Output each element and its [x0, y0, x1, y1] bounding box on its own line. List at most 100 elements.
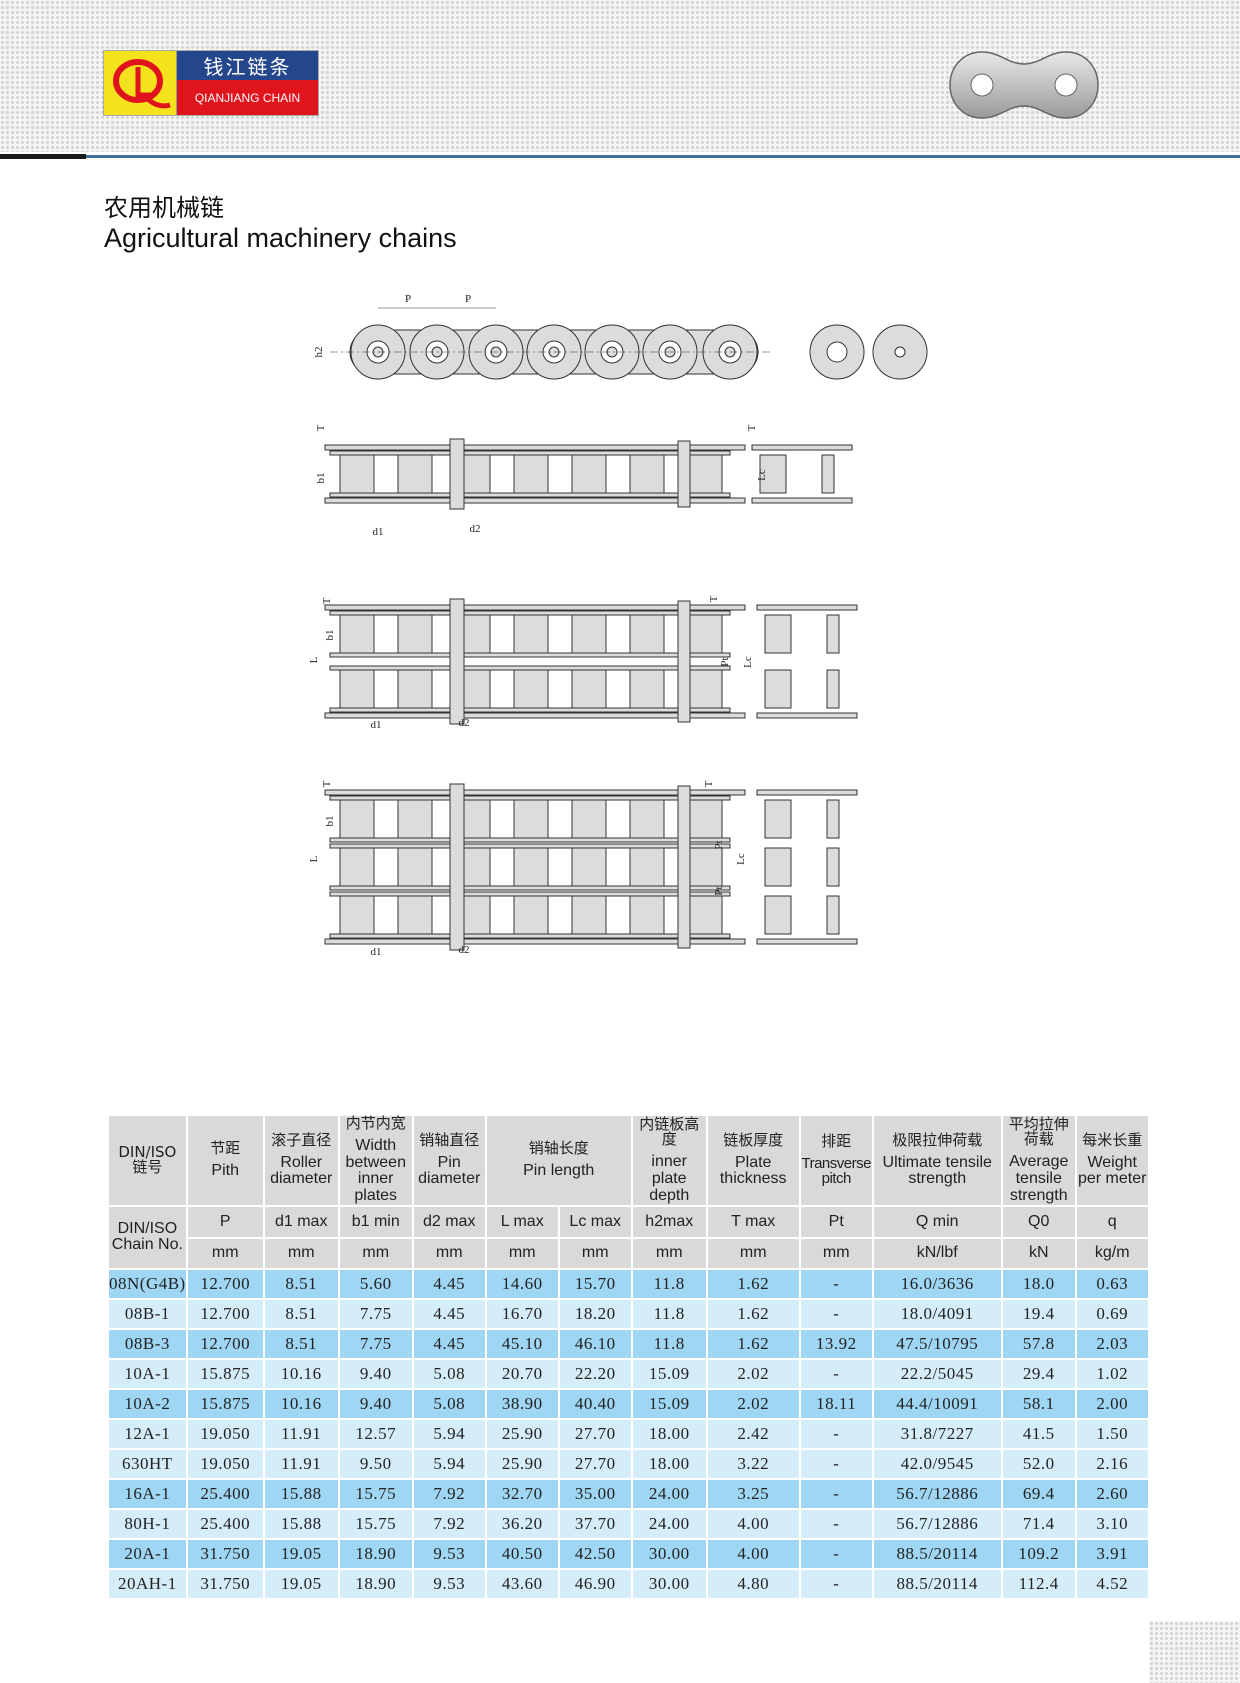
table-cell: 18.00 — [630, 1417, 708, 1450]
table-cell: 2.03 — [1074, 1327, 1150, 1360]
table-cell: 19.05 — [262, 1567, 340, 1600]
dimension-label: L — [308, 656, 320, 663]
table-cell: 7.92 — [411, 1507, 487, 1540]
header-label-en: Weight per meter — [1077, 1153, 1147, 1188]
header-chain-en2: Chain No. — [111, 1236, 183, 1254]
inner-plate — [329, 933, 731, 939]
drawing-triplex-top-view: Tb1 Ld1 d2 T Pt Pt Lc — [308, 780, 858, 958]
table-cell: 3.22 — [705, 1447, 801, 1480]
table-cell: 2.16 — [1074, 1447, 1150, 1480]
dimension-label: Lc — [742, 656, 754, 668]
pin — [677, 440, 691, 508]
table-cell: 18.0/4091 — [871, 1297, 1003, 1330]
dimension-label: P — [465, 293, 471, 305]
table-cell: - — [798, 1447, 874, 1480]
dimension-label: T — [708, 595, 720, 602]
table-cell: 18.0 — [1000, 1267, 1077, 1300]
table-cell: 4.00 — [705, 1537, 801, 1570]
table-cell: 11.8 — [630, 1297, 708, 1330]
table-cell: 2.42 — [705, 1417, 801, 1450]
table-cell: 4.45 — [411, 1297, 487, 1330]
table-cell: 3.10 — [1074, 1507, 1150, 1540]
table-cell: 31.8/7227 — [871, 1417, 1003, 1450]
table-cell: 71.4 — [1000, 1507, 1077, 1540]
header-unit: mm — [337, 1236, 414, 1270]
header-label-cn: 节距 — [210, 1139, 241, 1158]
header-symbol: T max — [705, 1204, 801, 1239]
header-symbol: b1 min — [337, 1204, 414, 1239]
header-label-cn: 滚子直径 — [271, 1130, 332, 1149]
table-cell: 22.20 — [557, 1357, 633, 1390]
header-chain-en: DIN/ISO — [117, 1219, 178, 1237]
roller — [397, 454, 433, 494]
dimension-label: T — [321, 597, 333, 604]
connecting-pin — [449, 598, 465, 725]
roller — [397, 614, 433, 654]
end-view-hole — [826, 341, 848, 363]
chain-number-cell: 10A-1 — [107, 1357, 188, 1390]
roller — [687, 669, 723, 709]
table-cell: 9.40 — [337, 1357, 414, 1390]
header-unit: mm — [484, 1236, 560, 1270]
table-cell: 5.94 — [411, 1417, 487, 1450]
chain-technical-drawings: P Ph2 Tb1 d1 d2 T Lc Tb1 Ld1 d2 T Pt Lc Tb1 Ld1 d2 T P… — [308, 293, 928, 958]
roller — [629, 799, 665, 839]
inner-plate — [329, 610, 731, 616]
table-cell: 22.2/5045 — [871, 1357, 1003, 1390]
table-cell: 11.8 — [630, 1327, 708, 1360]
table-cell: - — [798, 1477, 874, 1510]
roller — [397, 847, 433, 887]
table-row: 16A-1 25.400 15.88 15.75 7.92 32.70 35.00 24.00… — [107, 1477, 1150, 1510]
roller — [687, 895, 723, 935]
header-label-en: Plate thickness — [719, 1153, 787, 1188]
table-cell: 15.875 — [185, 1357, 265, 1390]
table-cell: 4.00 — [705, 1507, 801, 1540]
end-view-pin — [826, 799, 840, 839]
dimension-label: Pt — [713, 886, 725, 895]
header-unit: mm — [557, 1236, 633, 1270]
header-unit: kg/m — [1074, 1236, 1150, 1270]
table-cell: 7.75 — [337, 1297, 414, 1330]
inner-plate — [329, 891, 731, 897]
header-symbol: Q min — [871, 1204, 1003, 1239]
dimension-label: d2 — [470, 523, 481, 535]
table-row: 12A-1 19.050 11.91 12.57 5.94 25.90 27.70 18.00… — [107, 1417, 1150, 1450]
logo-mark-icon — [104, 51, 177, 115]
header-roller-diameter: 滚子直径 Roller diameter — [262, 1114, 340, 1207]
pin — [677, 785, 691, 949]
roller — [397, 895, 433, 935]
table-cell: 56.7/12886 — [871, 1507, 1003, 1540]
end-view-roller — [764, 799, 792, 839]
end-view-plate — [756, 789, 858, 796]
table-cell: 15.88 — [262, 1477, 340, 1510]
table-cell: 47.5/10795 — [871, 1327, 1003, 1360]
dimension-label: d1 — [373, 526, 384, 538]
table-cell: 2.00 — [1074, 1387, 1150, 1420]
end-view-hole — [894, 346, 906, 358]
table-cell: 24.00 — [630, 1477, 708, 1510]
roller — [513, 799, 549, 839]
header-symbol: d2 max — [411, 1204, 487, 1239]
table-cell: 25.400 — [185, 1507, 265, 1540]
chain-number-cell: 16A-1 — [107, 1477, 188, 1510]
table-row: 08B-3 12.700 8.51 7.75 4.45 45.10 46.10 11.8 1.6… — [107, 1327, 1150, 1360]
inner-plate — [329, 885, 731, 891]
dimension-label: b1 — [324, 816, 336, 827]
dimension-label: b1 — [324, 630, 336, 641]
table-cell: 40.50 — [484, 1537, 560, 1570]
dimension-label: P — [405, 293, 411, 305]
table-cell: 25.90 — [484, 1417, 560, 1450]
roller — [571, 847, 607, 887]
connecting-pin — [449, 783, 465, 951]
end-view-pin — [826, 614, 840, 654]
inner-plate — [329, 492, 731, 498]
roller — [513, 895, 549, 935]
table-row: 08B-1 12.700 8.51 7.75 4.45 16.70 18.20 11.8 1.6… — [107, 1297, 1150, 1330]
table-cell: 13.92 — [798, 1327, 874, 1360]
header-label-en: Average tensile strength — [1009, 1153, 1069, 1204]
header-inner-plate-depth: 内链板高度 inner plate depth — [630, 1114, 708, 1207]
table-cell: 11.91 — [262, 1447, 340, 1480]
table-cell: 11.91 — [262, 1417, 340, 1450]
table-cell: 2.02 — [705, 1387, 801, 1420]
table-cell: 18.20 — [557, 1297, 633, 1330]
